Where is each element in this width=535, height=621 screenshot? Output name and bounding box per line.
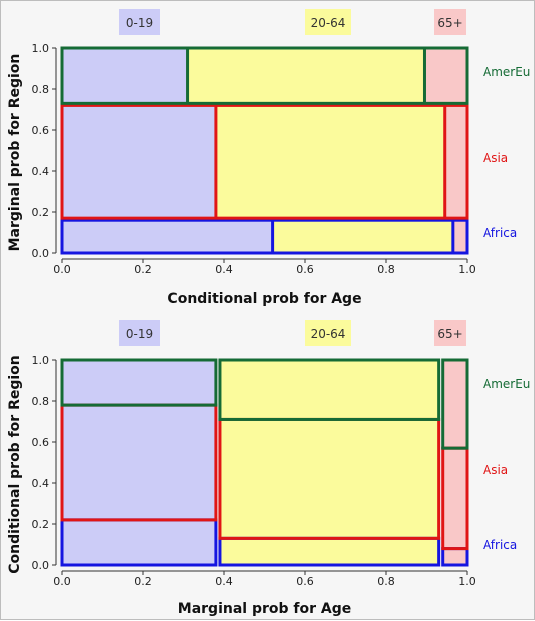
legend-label-65+: 65+ [437, 16, 462, 30]
x-axis-title: Marginal prob for Age [178, 601, 351, 617]
legend-box-20-64 [305, 320, 351, 346]
x-tick-label: 0.0 [53, 575, 71, 588]
region-outline-Asia [60, 103, 469, 220]
tile-AmerEu-20-64 [218, 358, 441, 421]
x-tick-label: 0.2 [134, 575, 152, 588]
tile-column-65+ [442, 360, 467, 565]
tile-AmerEu-65+ [441, 358, 469, 450]
region-label-Asia: Asia [483, 463, 508, 477]
tile-Asia-65+ [444, 105, 467, 219]
tile-AmerEu-0-19 [62, 48, 188, 104]
legend-label-20-64: 20-64 [311, 327, 346, 341]
legend-label-0-19: 0-19 [126, 16, 153, 30]
y-tick-label: 0.8 [32, 83, 50, 96]
region-label-AmerEu: AmerEu [483, 65, 530, 79]
tile-column-0-19 [62, 360, 216, 565]
tile-AmerEu-0-19 [60, 358, 218, 407]
y-tick-label: 0.6 [32, 436, 50, 449]
y-tick-label: 1.0 [32, 354, 50, 367]
y-tick-label: 0.0 [32, 559, 50, 572]
region-label-Africa: Africa [483, 538, 517, 552]
x-tick-label: 1.0 [458, 575, 476, 588]
region-label-Africa: Africa [483, 226, 517, 240]
y-tick-label: 0.6 [32, 124, 50, 137]
legend-label-0-19: 0-19 [126, 327, 153, 341]
x-tick-label: 1.0 [458, 263, 476, 276]
legend-box-20-64 [305, 9, 351, 35]
tile-AmerEu-65+ [424, 48, 467, 104]
legend-box-0-19 [119, 9, 160, 35]
x-tick-label: 0.4 [215, 263, 233, 276]
x-tick-label: 0.6 [296, 263, 314, 276]
x-axis-title: Conditional prob for Age [167, 291, 361, 307]
region-label-Asia: Asia [483, 151, 508, 165]
y-axis-title: Marginal prob for Region [7, 54, 23, 252]
x-tick-label: 0.6 [296, 575, 314, 588]
tile-Africa-65+ [452, 220, 467, 253]
x-tick-label: 0.2 [134, 263, 152, 276]
tile-Asia-0-19 [62, 105, 216, 219]
y-tick-label: 0.2 [32, 518, 50, 531]
y-tick-label: 0.8 [32, 395, 50, 408]
y-tick-label: 0.4 [32, 477, 50, 490]
y-tick-label: 0.0 [32, 247, 50, 260]
legend-box-0-19 [119, 320, 160, 346]
tile-Africa-0-19 [62, 220, 273, 253]
region-label-AmerEu: AmerEu [483, 377, 530, 391]
y-axis-title: Conditional prob for Region [7, 355, 23, 573]
legend-label-65+: 65+ [437, 327, 462, 341]
tile-AmerEu-20-64 [187, 48, 425, 104]
y-tick-label: 1.0 [32, 42, 50, 55]
x-tick-label: 0.4 [215, 575, 233, 588]
tile-Asia-20-64 [215, 105, 445, 219]
legend-box-65+ [434, 9, 466, 35]
y-tick-label: 0.4 [32, 165, 50, 178]
legend-label-20-64: 20-64 [311, 16, 346, 30]
x-tick-label: 0.0 [53, 263, 71, 276]
tile-Africa-20-64 [272, 220, 453, 253]
x-tick-label: 0.8 [377, 263, 395, 276]
legend-box-65+ [434, 320, 466, 346]
y-tick-label: 0.2 [32, 206, 50, 219]
x-tick-label: 0.8 [377, 575, 395, 588]
region-outline-Africa [60, 218, 469, 255]
tile-column-20-64 [219, 360, 439, 565]
region-outline-AmerEu [60, 46, 469, 105]
